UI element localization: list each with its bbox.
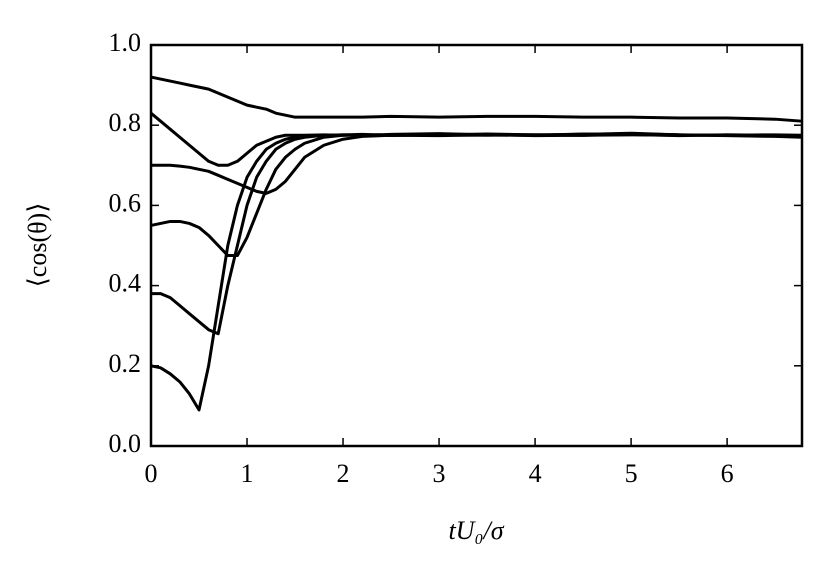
x-tick-label: 4 [529, 459, 542, 488]
y-tick-label: 0.8 [109, 108, 142, 137]
y-tick-label: 0.2 [109, 349, 142, 378]
y-tick-label: 1.0 [109, 28, 142, 57]
x-tick-label: 5 [625, 459, 638, 488]
x-tick-label: 0 [145, 459, 158, 488]
data-line [150, 112, 803, 167]
x-axis-label: tU₀/σ [448, 516, 504, 545]
x-tick-label: 6 [721, 459, 734, 488]
plot-frame [149, 43, 804, 448]
y-tick-label: 0.4 [109, 269, 142, 298]
x-tick-label: 2 [337, 459, 350, 488]
data-line [150, 75, 803, 123]
data-line [151, 132, 803, 195]
y-axis-label: ⟨cos(θ)⟩ [23, 203, 52, 288]
x-tick-label: 1 [241, 459, 254, 488]
x-tick-label: 3 [433, 459, 446, 488]
y-tick-label: 0.6 [109, 188, 142, 217]
data-line [150, 132, 803, 412]
y-tick-label: 0.0 [109, 429, 142, 458]
